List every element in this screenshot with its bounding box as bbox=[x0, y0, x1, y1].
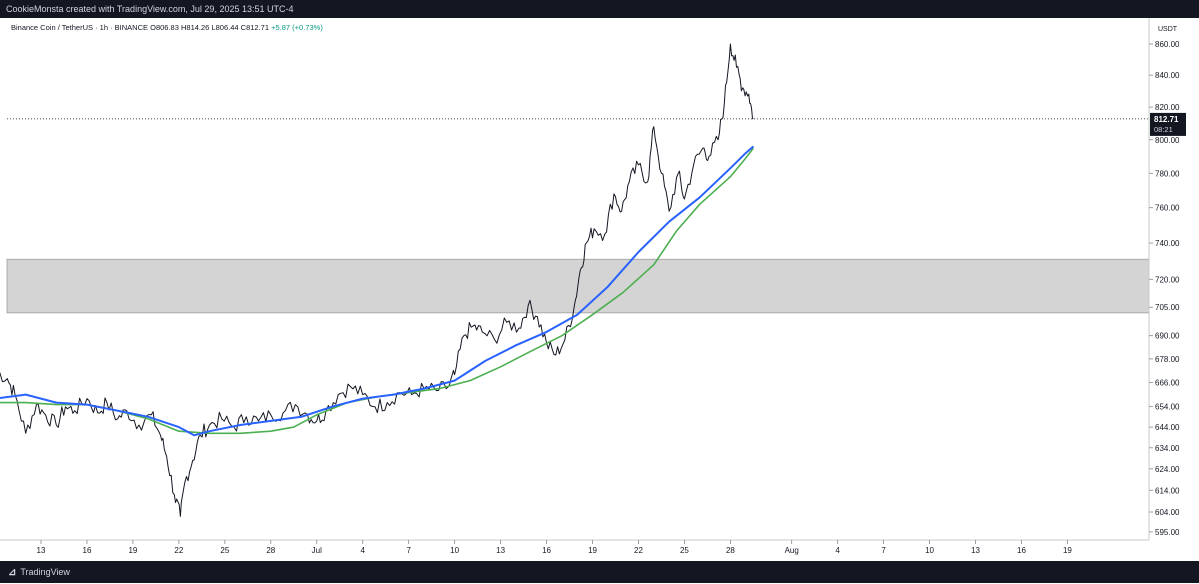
x-tick-label: 19 bbox=[588, 546, 597, 555]
y-tick-label: 666.00 bbox=[1155, 379, 1180, 388]
x-tick-label: 13 bbox=[37, 546, 46, 555]
legend-open: O806.83 bbox=[150, 23, 179, 32]
y-tick-label: 800.00 bbox=[1155, 136, 1180, 145]
y-tick-label: 860.00 bbox=[1155, 40, 1180, 49]
last-price-value: 812.71 bbox=[1154, 115, 1179, 124]
y-tick-label: 740.00 bbox=[1155, 239, 1180, 248]
legend-close: C812.71 bbox=[240, 23, 270, 32]
y-tick-label: 705.00 bbox=[1155, 303, 1180, 312]
symbol-legend: Binance Coin / TetherUS · 1h · BINANCE O… bbox=[11, 23, 323, 32]
bar-countdown: 08:21 bbox=[1154, 125, 1173, 134]
x-tick-label: 13 bbox=[971, 546, 980, 555]
x-tick-label: 4 bbox=[360, 546, 365, 555]
header-caption: CookieMonsta created with TradingView.co… bbox=[0, 0, 1199, 18]
x-tick-label: 28 bbox=[266, 546, 275, 555]
x-tick-label: 16 bbox=[542, 546, 551, 555]
y-tick-label: 614.00 bbox=[1155, 486, 1180, 495]
y-tick-label: 654.00 bbox=[1155, 403, 1180, 412]
x-tick-label: Aug bbox=[785, 546, 799, 555]
x-tick-label: 16 bbox=[83, 546, 92, 555]
x-tick-label: 10 bbox=[925, 546, 934, 555]
x-tick-label: 25 bbox=[680, 546, 689, 555]
y-tick-label: 840.00 bbox=[1155, 71, 1180, 80]
x-tick-label: 22 bbox=[174, 546, 183, 555]
x-tick-label: 22 bbox=[634, 546, 643, 555]
x-tick-label: 19 bbox=[128, 546, 137, 555]
legend-symbol: Binance Coin / TetherUS · 1h · BINANCE bbox=[11, 23, 149, 32]
footer-brand: TradingView bbox=[20, 567, 70, 577]
x-tick-label: 19 bbox=[1063, 546, 1072, 555]
axis-unit-label: USDT bbox=[1158, 26, 1178, 33]
footer-bar: ⊿ TradingView bbox=[0, 561, 1199, 583]
legend-change: +5.87 (+0.73%) bbox=[271, 23, 323, 32]
x-tick-label: 10 bbox=[450, 546, 459, 555]
y-tick-label: 624.00 bbox=[1155, 465, 1180, 474]
y-tick-label: 760.00 bbox=[1155, 204, 1180, 213]
x-tick-label: 25 bbox=[220, 546, 229, 555]
last-price-badge bbox=[1150, 112, 1186, 136]
x-tick-label: 28 bbox=[726, 546, 735, 555]
legend-low: L806.44 bbox=[211, 23, 239, 32]
y-tick-label: 690.00 bbox=[1155, 332, 1180, 341]
y-tick-label: 678.00 bbox=[1155, 355, 1180, 364]
y-tick-label: 820.00 bbox=[1155, 103, 1180, 112]
y-tick-label: 644.00 bbox=[1155, 423, 1180, 432]
series-price bbox=[0, 43, 754, 517]
series-ma_fast bbox=[0, 145, 755, 437]
y-tick-label: 595.00 bbox=[1155, 528, 1180, 537]
y-tick-label: 634.00 bbox=[1155, 444, 1180, 453]
x-tick-label: 4 bbox=[835, 546, 840, 555]
x-tick-label: 16 bbox=[1017, 546, 1026, 555]
tradingview-logo-icon: ⊿ bbox=[8, 567, 17, 578]
x-tick-label: Jul bbox=[312, 546, 322, 555]
y-tick-label: 780.00 bbox=[1155, 169, 1180, 178]
x-tick-label: 7 bbox=[406, 546, 411, 555]
x-tick-label: 7 bbox=[881, 546, 886, 555]
y-tick-label: 604.00 bbox=[1155, 508, 1180, 517]
x-tick-label: 13 bbox=[496, 546, 505, 555]
y-tick-label: 720.00 bbox=[1155, 275, 1180, 284]
legend-high: H814.26 bbox=[180, 23, 210, 32]
